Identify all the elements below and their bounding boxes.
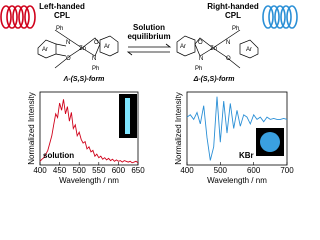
photo-glow xyxy=(125,98,130,134)
atom: Ph xyxy=(92,66,99,72)
y-axis-label: Normalized Intensity xyxy=(27,92,36,164)
right-form: Δ-(S,S)-form xyxy=(193,76,235,83)
x-axis-label: Wavelength / nm xyxy=(59,176,119,185)
series-line xyxy=(186,96,288,161)
x-axis-label: Wavelength / nm xyxy=(207,176,267,185)
y-axis-label: Normalized Intensity xyxy=(174,92,183,164)
x-tick-label: 600 xyxy=(112,166,126,175)
atom: Ar xyxy=(42,47,48,53)
left-helix xyxy=(0,5,36,29)
right-structure xyxy=(176,29,259,69)
equilibrium-line: Solution xyxy=(133,23,165,32)
atom: N xyxy=(66,40,70,46)
atom: Ph xyxy=(232,26,239,32)
atom: O xyxy=(94,40,99,46)
left-cpl-line: CPL xyxy=(54,11,70,20)
photo-glow xyxy=(260,132,280,152)
left-cpl-line: Left-handed xyxy=(39,2,85,11)
right-cpl: Right-handed CPL xyxy=(207,2,259,20)
series-line xyxy=(39,99,139,164)
atom: O xyxy=(66,56,71,62)
atom: Ar xyxy=(104,44,110,50)
right-cpl-line: CPL xyxy=(225,11,241,20)
annotation: KBr xyxy=(239,151,254,160)
plot-frame xyxy=(39,91,139,166)
x-tick-label: 500 xyxy=(214,166,228,175)
atom: N xyxy=(226,40,230,46)
atom: Zn xyxy=(79,46,86,52)
x-tick-label: 650 xyxy=(131,166,145,175)
plot-frame xyxy=(186,91,288,166)
equilibrium-arrows xyxy=(126,43,172,56)
equilibrium: Solution equilibrium xyxy=(127,23,170,41)
x-tick-label: 700 xyxy=(280,166,294,175)
atom: Ph xyxy=(195,66,202,72)
atom: O xyxy=(226,56,231,62)
x-tick-label: 400 xyxy=(180,166,194,175)
left-structure xyxy=(37,29,119,69)
right-cpl-line: Right-handed xyxy=(207,2,259,11)
x-tick-label: 500 xyxy=(73,166,87,175)
left-cpl: Left-handed CPL xyxy=(39,2,85,20)
x-tick-label: 550 xyxy=(92,166,106,175)
figure: Left-handed CPL Right-handed CPL Solution e… xyxy=(0,2,298,185)
x-tick-label: 450 xyxy=(53,166,67,175)
atom: Zn xyxy=(210,46,217,52)
annotation: solution xyxy=(43,151,74,160)
atom: Ar xyxy=(180,44,186,50)
atom: Ar xyxy=(246,47,252,53)
equilibrium-line: equilibrium xyxy=(127,32,170,41)
atom: Ph xyxy=(56,26,63,32)
x-tick-label: 400 xyxy=(33,166,47,175)
atom: O xyxy=(198,40,203,46)
x-tick-label: 600 xyxy=(247,166,261,175)
right-helix xyxy=(262,5,298,29)
atom: N xyxy=(92,56,96,62)
atom: N xyxy=(199,56,203,62)
left-form: Λ-(S,S)-form xyxy=(63,76,105,83)
